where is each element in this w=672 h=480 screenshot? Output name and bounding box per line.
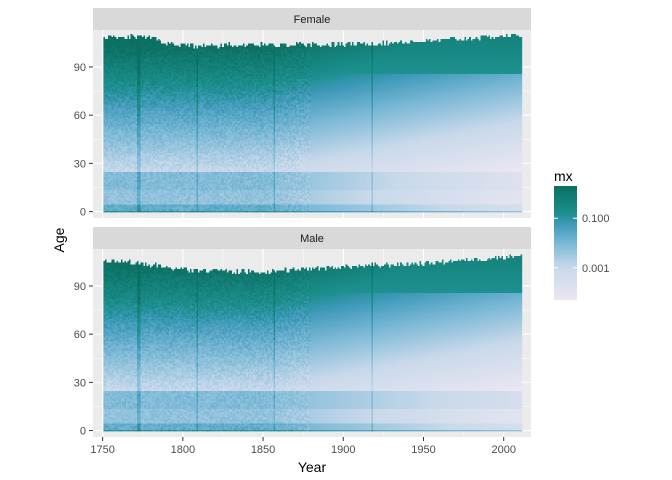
y-tick-label: 60 bbox=[74, 110, 86, 122]
legend-tick-label: 0.001 bbox=[582, 263, 610, 275]
facet-strip-label: Male bbox=[300, 233, 324, 245]
x-tick-label: 1900 bbox=[331, 444, 355, 456]
color-legend: mx 0.100 0.001 bbox=[554, 168, 610, 300]
x-tick-label: 2000 bbox=[491, 444, 515, 456]
y-tick-label: 60 bbox=[74, 329, 86, 341]
y-tick-label: 0 bbox=[80, 207, 86, 219]
panel-male: Male 0 30 60 90 bbox=[74, 227, 531, 438]
x-axis: 1750 1800 1850 1900 1950 2000 bbox=[90, 437, 516, 456]
facet-strip bbox=[93, 8, 531, 30]
y-tick-label: 30 bbox=[74, 158, 86, 170]
y-tick-label: 0 bbox=[80, 426, 86, 438]
heatmap-tiles bbox=[103, 253, 523, 432]
legend-tick-label: 0.100 bbox=[582, 213, 610, 225]
heatmap-tiles bbox=[103, 34, 523, 213]
x-axis-title: Year bbox=[298, 459, 327, 475]
legend-title: mx bbox=[554, 168, 573, 184]
y-tick-label: 90 bbox=[74, 62, 86, 74]
x-tick-label: 1850 bbox=[251, 444, 275, 456]
facet-strip-label: Female bbox=[294, 14, 331, 26]
facet-strip bbox=[93, 227, 531, 249]
legend-colorbar bbox=[554, 186, 577, 300]
x-tick-label: 1800 bbox=[171, 444, 195, 456]
facet-panels: Female 0 30 60 90 Male 0 30 60 90 bbox=[74, 8, 531, 438]
y-tick-label: 30 bbox=[74, 377, 86, 389]
y-tick-label: 90 bbox=[74, 281, 86, 293]
x-tick-label: 1750 bbox=[90, 444, 114, 456]
x-tick-label: 1950 bbox=[411, 444, 435, 456]
y-axis-title: Age bbox=[51, 227, 67, 252]
panel-female: Female 0 30 60 90 bbox=[74, 8, 531, 219]
